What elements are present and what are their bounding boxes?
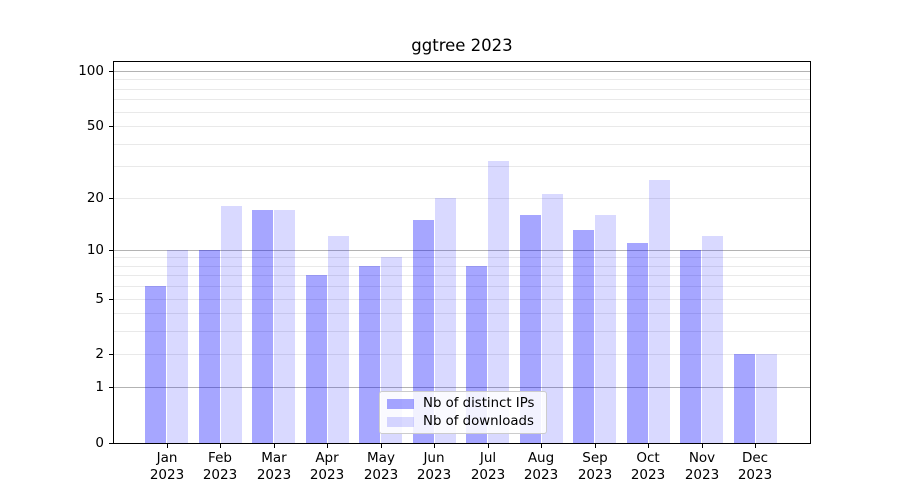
bar-downloads — [648, 180, 670, 443]
y-tick — [109, 299, 113, 300]
y-tick — [109, 250, 113, 251]
y-tick-label: 50 — [86, 118, 104, 134]
bar-distinct-ips — [519, 214, 541, 443]
bar-distinct-ips — [305, 275, 327, 443]
y-tick-label: 10 — [86, 242, 104, 258]
gridline-minor — [114, 166, 810, 168]
x-tick-label: Mar 2023 — [256, 450, 292, 483]
gridline-minor — [114, 126, 810, 128]
gridline-minor — [114, 313, 810, 315]
bar-distinct-ips — [145, 286, 167, 443]
bar-distinct-ips — [733, 354, 755, 443]
x-tick-label: Dec 2023 — [737, 450, 773, 483]
bar-downloads — [167, 249, 189, 443]
bar-distinct-ips — [680, 249, 702, 443]
x-tick — [595, 444, 596, 448]
bar-distinct-ips — [252, 210, 274, 443]
y-tick — [109, 71, 113, 72]
bar-distinct-ips — [573, 230, 595, 443]
y-tick — [109, 387, 113, 388]
y-tick — [109, 198, 113, 199]
gridline-minor — [114, 298, 810, 300]
x-tick — [220, 444, 221, 448]
x-tick — [274, 444, 275, 448]
x-tick — [648, 444, 649, 448]
legend-entry: Nb of distinct IPs — [387, 396, 539, 411]
y-tick — [109, 354, 113, 355]
gridline-minor — [114, 331, 810, 333]
x-tick-label: Jul 2023 — [470, 450, 506, 483]
bar-downloads — [702, 236, 724, 443]
bar-distinct-ips — [626, 242, 648, 443]
x-tick-label: Nov 2023 — [684, 450, 720, 483]
chart-title: ggtree 2023 — [411, 36, 513, 55]
legend-entry: Nb of downloads — [387, 414, 539, 429]
bar-distinct-ips — [412, 219, 434, 443]
y-tick — [109, 126, 113, 127]
y-tick-label: 20 — [86, 190, 104, 206]
bar-downloads — [274, 210, 296, 443]
x-tick — [488, 444, 489, 448]
x-tick — [541, 444, 542, 448]
x-tick-label: Apr 2023 — [309, 450, 345, 483]
bar-downloads — [595, 214, 617, 443]
gridline-minor — [114, 275, 810, 277]
x-tick-label: Aug 2023 — [523, 450, 559, 483]
gridline-major — [114, 71, 810, 72]
bar-downloads — [488, 161, 510, 443]
bar-downloads — [220, 205, 242, 443]
bar-downloads — [541, 193, 563, 443]
gridline-minor — [114, 197, 810, 199]
y-tick-label: 2 — [95, 346, 104, 362]
y-tick-label: 1 — [95, 379, 104, 395]
plot-area — [113, 61, 811, 444]
gridline-minor — [114, 354, 810, 356]
x-tick — [434, 444, 435, 448]
y-tick-label: 0 — [95, 435, 104, 451]
legend-swatch — [387, 398, 414, 409]
gridline-major — [114, 387, 810, 389]
gridline-major — [114, 249, 810, 251]
x-tick — [702, 444, 703, 448]
legend: Nb of distinct IPs Nb of downloads — [379, 391, 547, 434]
legend-swatch — [387, 416, 414, 427]
x-tick-label: May 2023 — [363, 450, 399, 483]
y-tick — [109, 443, 113, 444]
gridline-minor — [114, 286, 810, 288]
x-tick-label: Jan 2023 — [149, 450, 185, 483]
x-tick-label: Oct 2023 — [630, 450, 666, 483]
bar-distinct-ips — [359, 265, 381, 443]
bar-distinct-ips — [198, 249, 220, 443]
bar-downloads — [434, 197, 456, 443]
gridline-minor — [114, 79, 810, 81]
x-tick — [327, 444, 328, 448]
gridline-minor — [114, 111, 810, 113]
gridline-minor — [114, 265, 810, 267]
x-tick-label: Sep 2023 — [577, 450, 613, 483]
gridline-minor — [114, 99, 810, 101]
y-tick-label: 5 — [95, 291, 104, 307]
legend-label: Nb of distinct IPs — [423, 396, 535, 411]
x-tick — [381, 444, 382, 448]
x-tick — [755, 444, 756, 448]
gridline-minor — [114, 143, 810, 145]
x-tick — [167, 444, 168, 448]
x-tick-label: Feb 2023 — [202, 450, 238, 483]
gridline-minor — [114, 88, 810, 90]
y-tick-label: 100 — [78, 63, 104, 79]
x-tick-label: Jun 2023 — [416, 450, 452, 483]
bar-downloads — [327, 236, 349, 443]
bar-downloads — [755, 354, 777, 443]
gridline-minor — [114, 257, 810, 259]
legend-label: Nb of downloads — [423, 414, 534, 429]
